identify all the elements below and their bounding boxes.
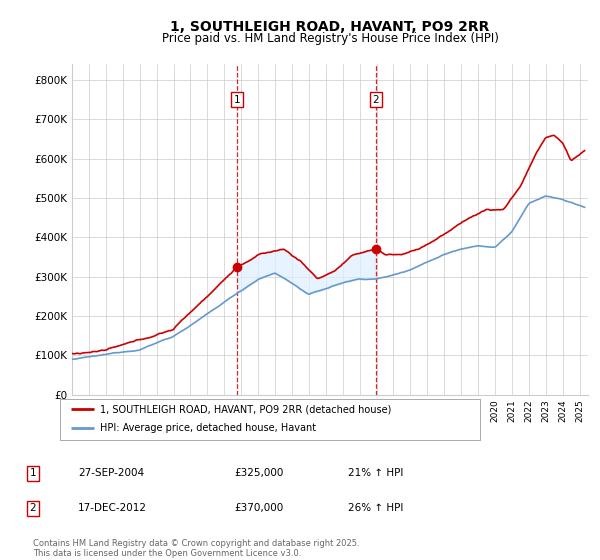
- Text: £325,000: £325,000: [234, 468, 283, 478]
- Text: HPI: Average price, detached house, Havant: HPI: Average price, detached house, Hava…: [100, 423, 316, 433]
- Text: 1, SOUTHLEIGH ROAD, HAVANT, PO9 2RR: 1, SOUTHLEIGH ROAD, HAVANT, PO9 2RR: [170, 20, 490, 34]
- Text: 21% ↑ HPI: 21% ↑ HPI: [348, 468, 403, 478]
- Text: 1: 1: [29, 468, 37, 478]
- Text: 1: 1: [233, 95, 240, 105]
- Text: 2: 2: [29, 503, 37, 514]
- Text: £370,000: £370,000: [234, 503, 283, 514]
- Text: 1, SOUTHLEIGH ROAD, HAVANT, PO9 2RR (detached house): 1, SOUTHLEIGH ROAD, HAVANT, PO9 2RR (det…: [100, 404, 391, 414]
- Text: 27-SEP-2004: 27-SEP-2004: [78, 468, 144, 478]
- Text: Contains HM Land Registry data © Crown copyright and database right 2025.
This d: Contains HM Land Registry data © Crown c…: [33, 539, 359, 558]
- Text: 2: 2: [373, 95, 379, 105]
- Text: 26% ↑ HPI: 26% ↑ HPI: [348, 503, 403, 514]
- Text: Price paid vs. HM Land Registry's House Price Index (HPI): Price paid vs. HM Land Registry's House …: [161, 32, 499, 45]
- Text: 17-DEC-2012: 17-DEC-2012: [78, 503, 147, 514]
